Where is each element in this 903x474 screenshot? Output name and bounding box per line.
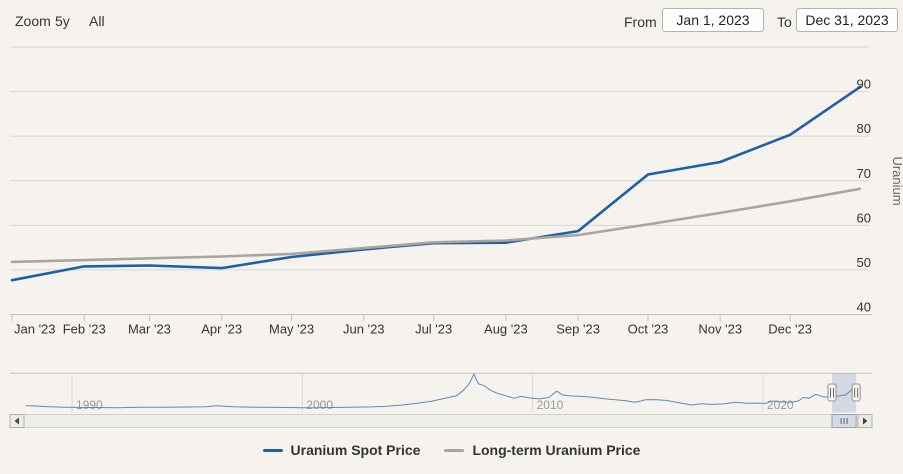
to-label: To bbox=[777, 14, 792, 30]
x-tick-label: Jan '23 bbox=[14, 322, 56, 337]
navigator-handle-left[interactable] bbox=[827, 383, 837, 402]
legend-item-spot-price[interactable]: Uranium Spot Price bbox=[262, 442, 421, 458]
from-label: From bbox=[624, 14, 657, 30]
long-term-price-line bbox=[10, 187, 862, 264]
spot-price-line bbox=[10, 85, 862, 282]
x-tick-label: Jul '23 bbox=[415, 322, 452, 337]
chart-canvas: Jan '23 Feb '23 Mar '23 Apr '23 May '23 Jun '… bbox=[9, 46, 903, 428]
x-tick-label: Oct '23 bbox=[628, 322, 669, 337]
legend: Uranium Spot Price Long-term Uranium Pri… bbox=[0, 442, 903, 458]
from-date-input[interactable] bbox=[662, 8, 764, 32]
navigator-tick-label: 1990 bbox=[76, 398, 103, 412]
x-tick-label: Aug '23 bbox=[484, 322, 528, 337]
scrollbar-track[interactable] bbox=[23, 414, 859, 428]
x-tick-label: Feb '23 bbox=[63, 322, 106, 337]
spot-price-line-icon bbox=[262, 448, 283, 452]
y-tick-label: 80 bbox=[857, 121, 871, 136]
x-tick-label: Sep '23 bbox=[556, 322, 600, 337]
legend-item-long-term-price[interactable]: Long-term Uranium Price bbox=[444, 442, 640, 458]
zoom-button-all[interactable]: All bbox=[89, 13, 105, 29]
x-tick-label: Nov '23 bbox=[698, 322, 742, 337]
navigator-tick-label: 2010 bbox=[537, 398, 564, 412]
legend-label-long-term-price: Long-term Uranium Price bbox=[472, 442, 641, 458]
y-tick-label: 60 bbox=[857, 210, 871, 225]
to-date-input[interactable] bbox=[796, 8, 898, 32]
x-tick-label: Mar '23 bbox=[128, 322, 171, 337]
navigator-handle-right[interactable] bbox=[851, 383, 861, 402]
y-axis-title: Uranium bbox=[890, 156, 903, 205]
scrollbar-left-arrow-icon bbox=[14, 417, 19, 425]
x-tick-label: Jun '23 bbox=[343, 322, 385, 337]
x-tick-label: Dec '23 bbox=[768, 322, 812, 337]
y-tick-label: 90 bbox=[857, 77, 871, 92]
x-tick-label: Apr '23 bbox=[201, 322, 242, 337]
long-term-price-line-icon bbox=[444, 448, 465, 452]
y-tick-label: 50 bbox=[857, 255, 871, 270]
zoom-button-5y[interactable]: 5y bbox=[55, 13, 70, 29]
zoom-label: Zoom bbox=[15, 13, 51, 29]
x-tick-label: May '23 bbox=[269, 322, 314, 337]
y-tick-label: 70 bbox=[857, 166, 871, 181]
scrollbar-right-arrow-icon bbox=[863, 417, 868, 425]
navigator-tick-label: 2020 bbox=[767, 398, 794, 412]
y-tick-label: 40 bbox=[857, 300, 871, 315]
navigator-series-line bbox=[25, 373, 856, 409]
navigator-tick-label: 2000 bbox=[306, 398, 333, 412]
legend-label-spot-price: Uranium Spot Price bbox=[290, 442, 421, 458]
